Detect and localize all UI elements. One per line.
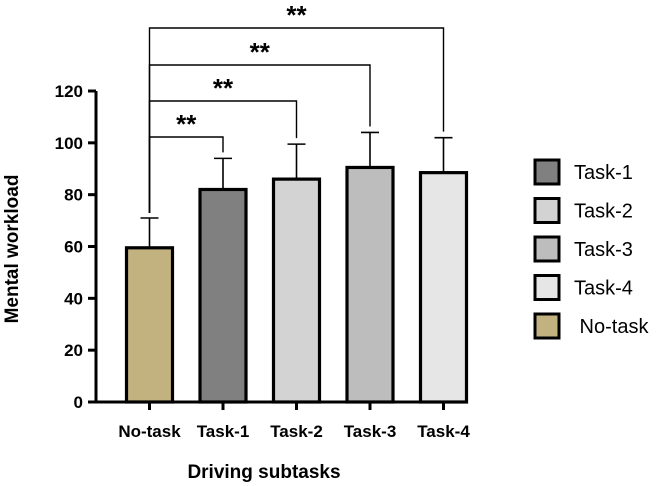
y-tick-label-40: 40 xyxy=(64,289,83,308)
legend-swatch-2 xyxy=(533,197,561,224)
y-axis-label: Mental workload xyxy=(2,175,23,324)
y-tick-label-0: 0 xyxy=(74,393,83,412)
legend-swatch-4 xyxy=(533,274,561,301)
y-tick-label-60: 60 xyxy=(64,238,83,257)
bar-no-task xyxy=(124,246,175,404)
significance-bracket-task-4 xyxy=(148,27,445,213)
significance-label-task-1: ** xyxy=(176,109,197,139)
x-tick-label-no-task: No-task xyxy=(118,422,181,441)
legend-swatch-1 xyxy=(533,158,561,186)
bar-task-3 xyxy=(345,165,395,404)
legend-swatch-3 xyxy=(533,235,561,263)
significance-label-task-2: ** xyxy=(213,73,234,103)
x-tick-label-task-3: Task-3 xyxy=(344,422,397,441)
x-tick-label-task-2: Task-2 xyxy=(270,422,323,441)
x-tick-label-task-1: Task-1 xyxy=(197,422,250,441)
significance-label-task-3: ** xyxy=(250,37,271,67)
legend-label-3: Task-3 xyxy=(574,239,633,261)
bar-task-4 xyxy=(418,171,469,404)
legend-swatch-5 xyxy=(533,312,561,340)
legend-label-2: Task-2 xyxy=(574,201,633,223)
legend-label-5: No-task xyxy=(574,316,649,338)
bar-task-2 xyxy=(271,177,322,404)
legend-label-1: Task-1 xyxy=(574,162,633,184)
significance-label-task-4: ** xyxy=(286,0,307,30)
y-tick-label-80: 80 xyxy=(64,186,83,205)
x-axis-label: Driving subtasks xyxy=(187,462,340,483)
legend-label-4: Task-4 xyxy=(574,278,633,300)
x-tick-label-task-4: Task-4 xyxy=(417,422,470,441)
y-tick-label-100: 100 xyxy=(55,134,83,153)
y-tick-label-120: 120 xyxy=(55,82,83,101)
y-tick-label-20: 20 xyxy=(64,341,83,360)
bar-task-1 xyxy=(198,187,248,404)
